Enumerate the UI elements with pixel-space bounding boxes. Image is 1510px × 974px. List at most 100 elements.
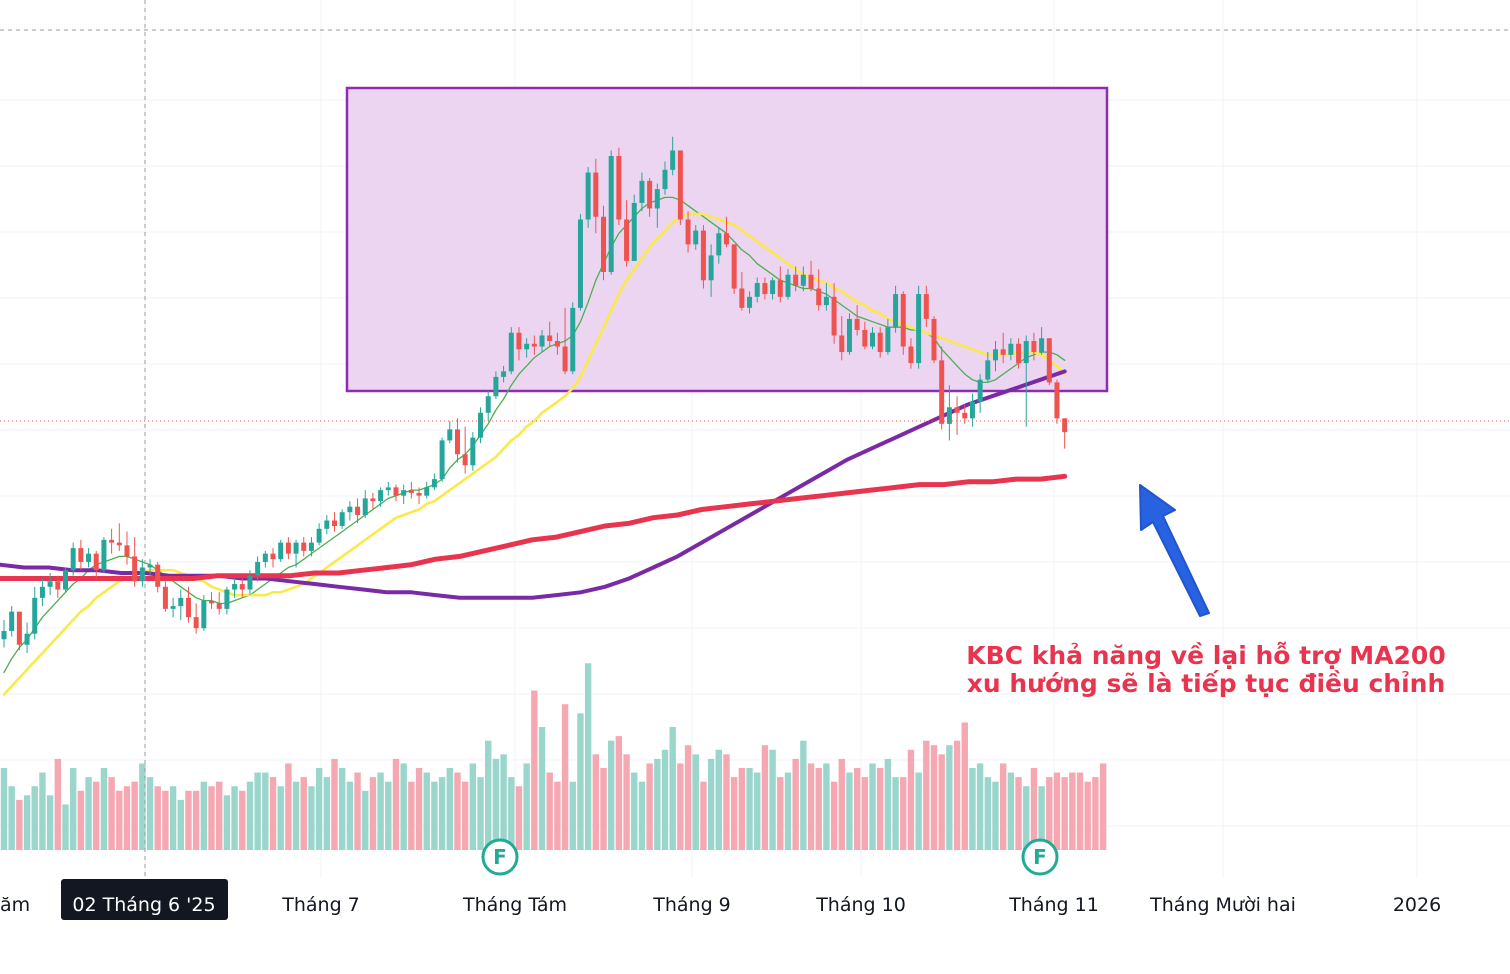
candle — [93, 550, 99, 579]
candle-body — [654, 189, 660, 209]
candle — [731, 244, 737, 295]
candle-body — [693, 230, 699, 245]
volume-bar — [208, 786, 215, 850]
candle-body — [916, 294, 922, 364]
volume-bar — [323, 777, 331, 850]
x-tick-label: Tháng Tám — [462, 894, 567, 916]
candle — [439, 437, 445, 482]
event-badges: F F — [481, 838, 1059, 876]
candle — [916, 285, 922, 369]
candle — [716, 227, 722, 264]
volume-bar — [254, 772, 261, 850]
candle — [846, 313, 852, 355]
volume-bar — [492, 758, 500, 850]
volume-bar — [723, 754, 730, 850]
candle — [116, 523, 122, 551]
volume-bar — [700, 781, 707, 850]
volume-bar — [77, 790, 85, 850]
volume-bar — [584, 663, 592, 850]
candle-body — [531, 343, 537, 347]
volume-bar — [1023, 786, 1030, 850]
candle — [47, 572, 53, 596]
candle-body — [554, 341, 560, 347]
candle-body — [470, 437, 476, 466]
candle-body — [1, 630, 7, 640]
event-badge-f-2[interactable]: F — [1021, 838, 1059, 876]
volume-bar — [992, 781, 999, 850]
candle — [216, 592, 222, 615]
candle-body — [262, 553, 268, 562]
candle — [185, 586, 191, 623]
volume-bar — [930, 745, 938, 850]
volume-bar — [1007, 772, 1015, 850]
volume-bar — [192, 790, 200, 850]
volume-bar — [631, 772, 638, 850]
candle-body — [278, 542, 284, 560]
volume-bar — [861, 777, 869, 850]
volume-bars — [0, 663, 1107, 850]
volume-bar — [31, 786, 38, 850]
candle — [485, 390, 491, 422]
candle-body — [885, 327, 891, 353]
volume-bar — [684, 745, 692, 850]
candle-body — [939, 360, 945, 424]
candle-body — [9, 611, 15, 631]
candle-body — [631, 202, 637, 261]
volume-bar — [308, 786, 315, 850]
volume-bar — [246, 781, 254, 850]
volume-bar — [1053, 772, 1061, 850]
candle-body — [431, 479, 437, 488]
candle — [785, 269, 791, 300]
candle-body — [923, 294, 929, 319]
candle — [162, 581, 168, 612]
candle — [301, 537, 307, 557]
candle-body — [185, 597, 191, 618]
volume-bar — [915, 772, 922, 850]
candle-body — [685, 219, 691, 245]
candle — [877, 327, 883, 358]
candle-body — [331, 520, 337, 527]
candle-body — [478, 412, 484, 438]
candle — [70, 542, 76, 576]
candle-body — [1054, 382, 1060, 419]
candle — [639, 172, 645, 212]
candle-body — [977, 379, 983, 402]
candle — [132, 537, 138, 587]
candle-body — [78, 548, 84, 562]
candle — [685, 211, 691, 253]
volume-bar — [1076, 772, 1084, 850]
candle — [362, 490, 368, 518]
volume-bar — [1015, 777, 1022, 850]
candle-body — [862, 329, 868, 347]
volume-bar — [823, 763, 830, 850]
candle-body — [524, 343, 530, 350]
candle — [954, 396, 960, 435]
volume-bar — [884, 758, 892, 850]
candle-body — [747, 296, 753, 308]
candle — [201, 595, 207, 631]
event-badge-f-1[interactable]: F — [481, 838, 519, 876]
candle — [224, 586, 230, 615]
volume-bar — [730, 777, 738, 850]
candle — [193, 603, 199, 634]
volume-bar — [938, 754, 945, 850]
volume-bar — [976, 763, 984, 850]
candle — [1031, 332, 1037, 361]
candle — [870, 327, 876, 350]
volume-bar — [692, 754, 699, 850]
volume-bar — [838, 758, 845, 850]
candle-body — [577, 219, 583, 308]
candle — [747, 291, 753, 314]
candle — [278, 539, 284, 562]
volume-bar — [385, 781, 392, 850]
candle — [723, 216, 729, 248]
candle — [378, 487, 384, 507]
badge-circle — [1021, 838, 1059, 876]
candle — [977, 374, 983, 413]
candle-body — [416, 492, 422, 496]
volume-bar — [984, 777, 992, 850]
candle — [893, 285, 899, 333]
candle-body — [24, 633, 30, 645]
candle — [32, 586, 38, 640]
